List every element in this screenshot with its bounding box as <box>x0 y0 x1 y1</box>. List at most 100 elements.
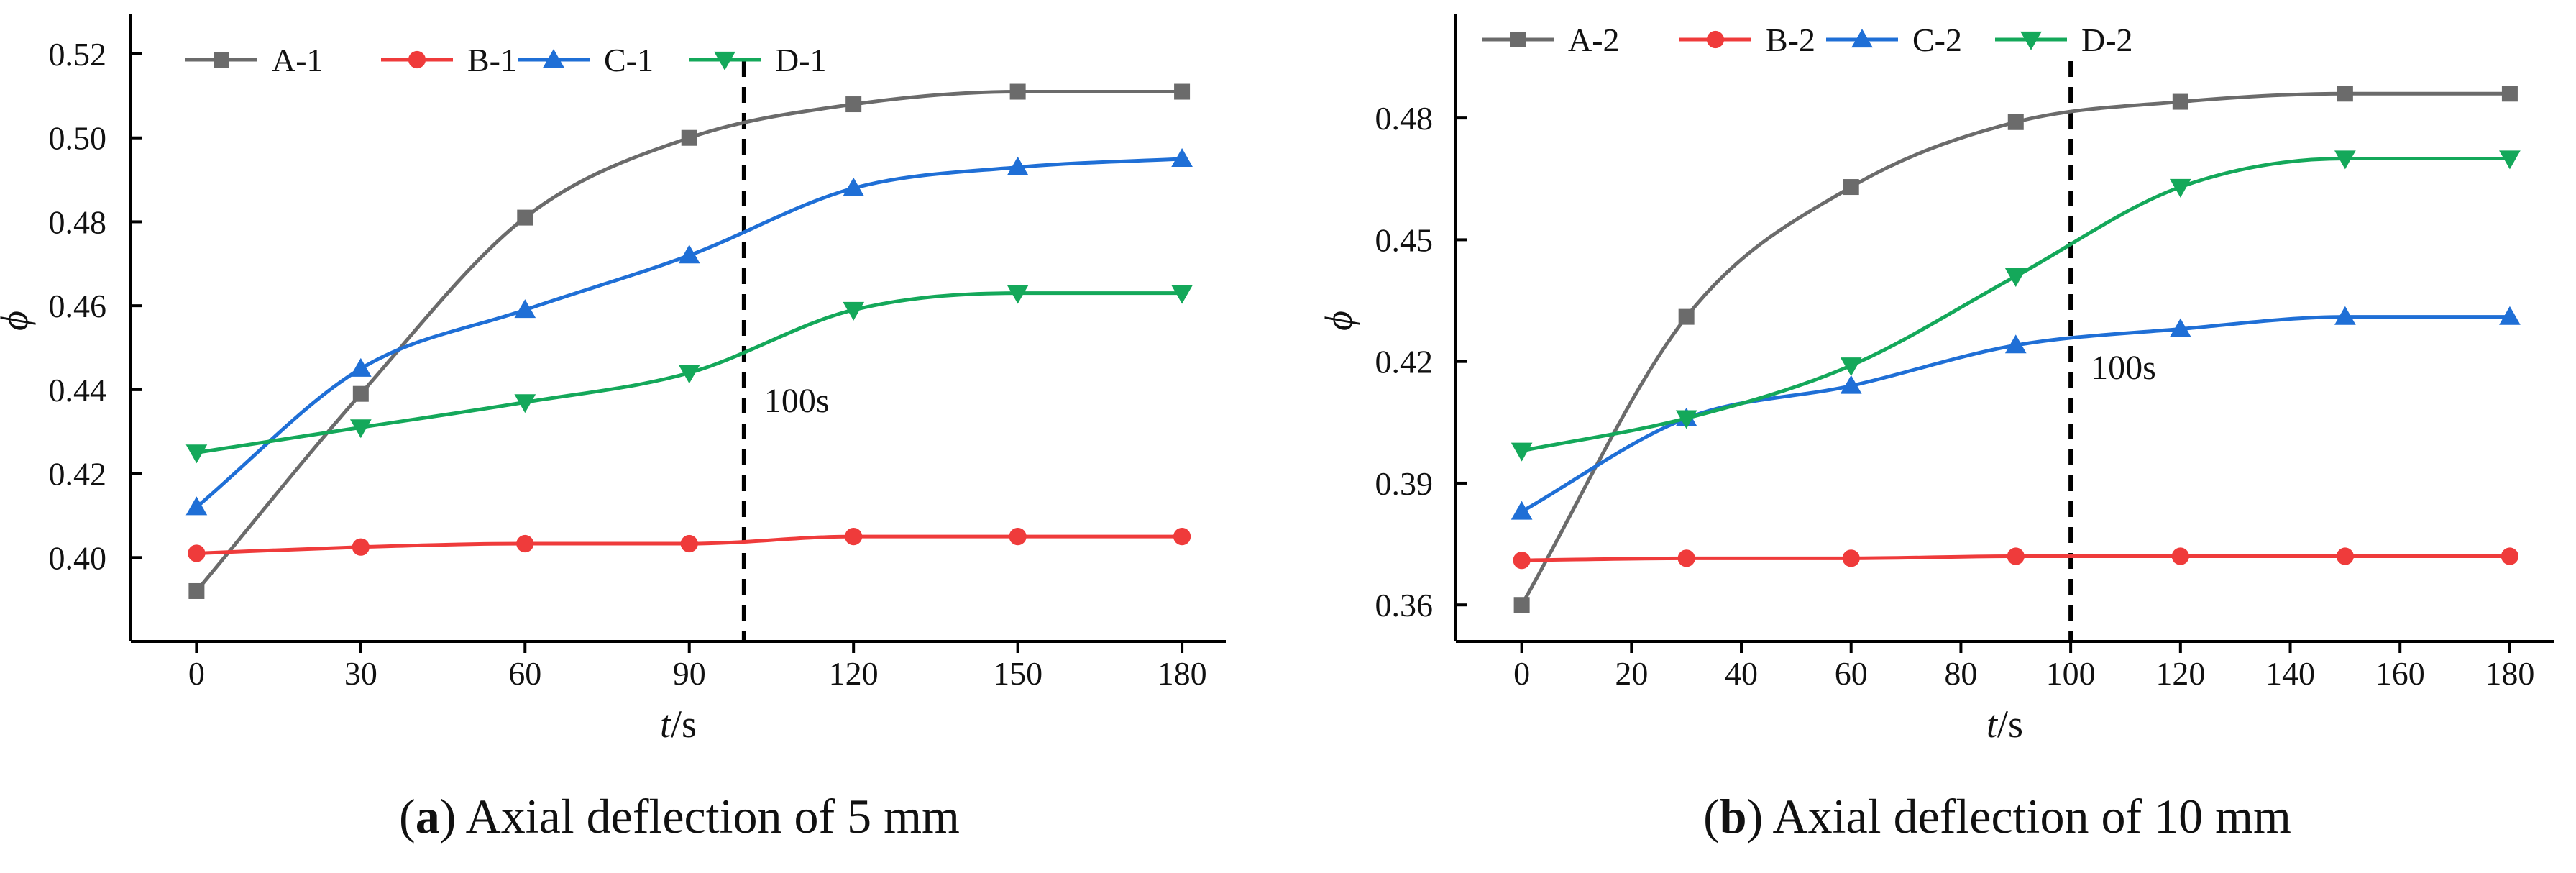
data-point-B-2 <box>2007 547 2025 565</box>
data-point-A-1 <box>1174 83 1191 100</box>
data-point-C-2 <box>2169 318 2191 337</box>
annotation-label: 100s <box>2091 349 2156 387</box>
y-tick-label: 0.46 <box>49 288 107 324</box>
data-point-A-1 <box>352 385 369 402</box>
legend-marker-D-2 <box>2020 31 2042 50</box>
data-point-C-1 <box>1171 148 1193 168</box>
legend-marker-A-2 <box>1510 32 1526 47</box>
legend-label: C-1 <box>604 42 654 78</box>
data-point-A-1 <box>681 129 697 146</box>
y-axis-title: ϕ <box>1317 311 1360 331</box>
data-point-D-1 <box>1007 285 1029 304</box>
data-point-B-1 <box>680 534 698 553</box>
series-line-D-2 <box>1521 157 2510 453</box>
data-point-C-2 <box>2499 306 2521 325</box>
data-point-D-1 <box>349 419 372 439</box>
data-point-D-1 <box>185 444 208 464</box>
y-tick-label: 0.45 <box>1375 221 1434 258</box>
panel-b: 0.36 0.39 0.42 0.45 0.48 0 20 40 60 80 100 120 140 16… <box>1317 14 2554 844</box>
x-axis-title-unit: /s <box>671 703 697 746</box>
legend-label: A-1 <box>272 42 324 78</box>
data-point-A-2 <box>2007 114 2024 130</box>
y-tick-label: 0.42 <box>49 456 107 493</box>
y-tick-label: 0.36 <box>1375 587 1434 623</box>
caption-prefix: ( <box>1703 789 1720 844</box>
x-tick-label: 150 <box>993 655 1042 692</box>
y-tick-label: 0.48 <box>49 204 107 240</box>
data-point-D-1 <box>1171 285 1193 304</box>
data-point-A-2 <box>2337 86 2353 102</box>
legend-marker-C-1 <box>543 49 564 68</box>
x-tick-label: 140 <box>2265 655 2315 692</box>
data-point-D-2 <box>1511 442 1533 462</box>
data-point-D-2 <box>2334 150 2356 170</box>
data-point-B-2 <box>2336 547 2354 565</box>
y-tick-label: 0.44 <box>49 372 107 408</box>
data-point-B-1 <box>352 538 370 556</box>
data-point-D-1 <box>843 301 865 321</box>
data-point-B-1 <box>188 544 206 562</box>
data-point-C-1 <box>185 496 208 516</box>
y-tick-label: 0.42 <box>1375 344 1434 380</box>
x-tick-label: 0 <box>1513 655 1530 692</box>
x-tick-label: 160 <box>2375 655 2425 692</box>
data-point-A-1 <box>1009 83 1026 100</box>
annotation-label: 100s <box>764 382 830 420</box>
legend: A-2 B-2 C-2 D-2 <box>1482 22 2133 58</box>
legend-label: C-2 <box>1912 22 1962 58</box>
legend-marker-A-1 <box>214 52 229 68</box>
data-point-C-2 <box>1511 501 1533 520</box>
data-point-D-2 <box>1840 357 1862 377</box>
data-point-D-1 <box>678 365 700 384</box>
data-point-D-2 <box>2004 268 2027 288</box>
y-tick-label: 0.52 <box>49 36 107 73</box>
data-point-C-2 <box>2004 334 2027 354</box>
x-tick-label: 40 <box>1725 655 1758 692</box>
data-point-B-2 <box>1677 549 1695 567</box>
x-tick-label: 20 <box>1615 655 1648 692</box>
y-tick-label: 0.40 <box>49 539 107 576</box>
x-axis-title-unit: /s <box>1997 703 2023 746</box>
caption-letter: b <box>1720 789 1747 844</box>
legend: A-1 B-1 C-1 D-1 <box>185 42 827 78</box>
data-point-A-1 <box>845 96 862 113</box>
x-axis-title: t/s <box>1986 703 2023 746</box>
data-point-D-2 <box>2499 150 2521 170</box>
legend-label: D-2 <box>2081 22 2133 58</box>
x-tick-label: 30 <box>344 655 377 692</box>
data-point-B-2 <box>1842 549 1860 567</box>
y-tick-label: 0.48 <box>1375 100 1434 137</box>
series-line-C-1 <box>195 157 1183 509</box>
legend-marker-B-2 <box>1706 30 1725 49</box>
data-point-B-1 <box>516 534 534 553</box>
data-point-C-1 <box>1007 156 1029 175</box>
x-tick-label: 90 <box>673 655 706 692</box>
x-tick-label: 180 <box>1158 655 1207 692</box>
data-point-D-2 <box>1675 410 1697 429</box>
y-tick-label: 0.50 <box>49 120 107 157</box>
data-point-A-2 <box>2172 93 2188 110</box>
x-axis-title: t/s <box>660 703 697 746</box>
data-point-B-1 <box>845 528 863 546</box>
x-tick-label: 60 <box>508 655 541 692</box>
caption-text: ) Axial deflection of 10 mm <box>1747 789 2291 844</box>
legend-label: B-2 <box>1766 22 1815 58</box>
legend-label: D-1 <box>775 42 827 78</box>
x-tick-label: 120 <box>829 655 879 692</box>
data-point-B-1 <box>1173 528 1191 546</box>
y-tick-label: 0.39 <box>1375 465 1434 502</box>
legend-marker-C-2 <box>1851 29 1873 48</box>
data-point-B-2 <box>2501 547 2519 565</box>
x-tick-label: 60 <box>1835 655 1868 692</box>
data-point-A-1 <box>188 582 205 599</box>
data-point-B-2 <box>1513 552 1531 570</box>
data-point-A-2 <box>2501 86 2518 102</box>
data-point-B-2 <box>2171 547 2189 565</box>
caption-prefix: ( <box>399 789 416 844</box>
data-point-A-2 <box>1843 179 1859 196</box>
legend-marker-D-1 <box>714 51 735 70</box>
x-tick-label: 180 <box>2485 655 2534 692</box>
x-axis-title-var: t <box>1986 703 1999 746</box>
legend-label: A-2 <box>1568 22 1620 58</box>
data-point-C-1 <box>678 244 700 264</box>
